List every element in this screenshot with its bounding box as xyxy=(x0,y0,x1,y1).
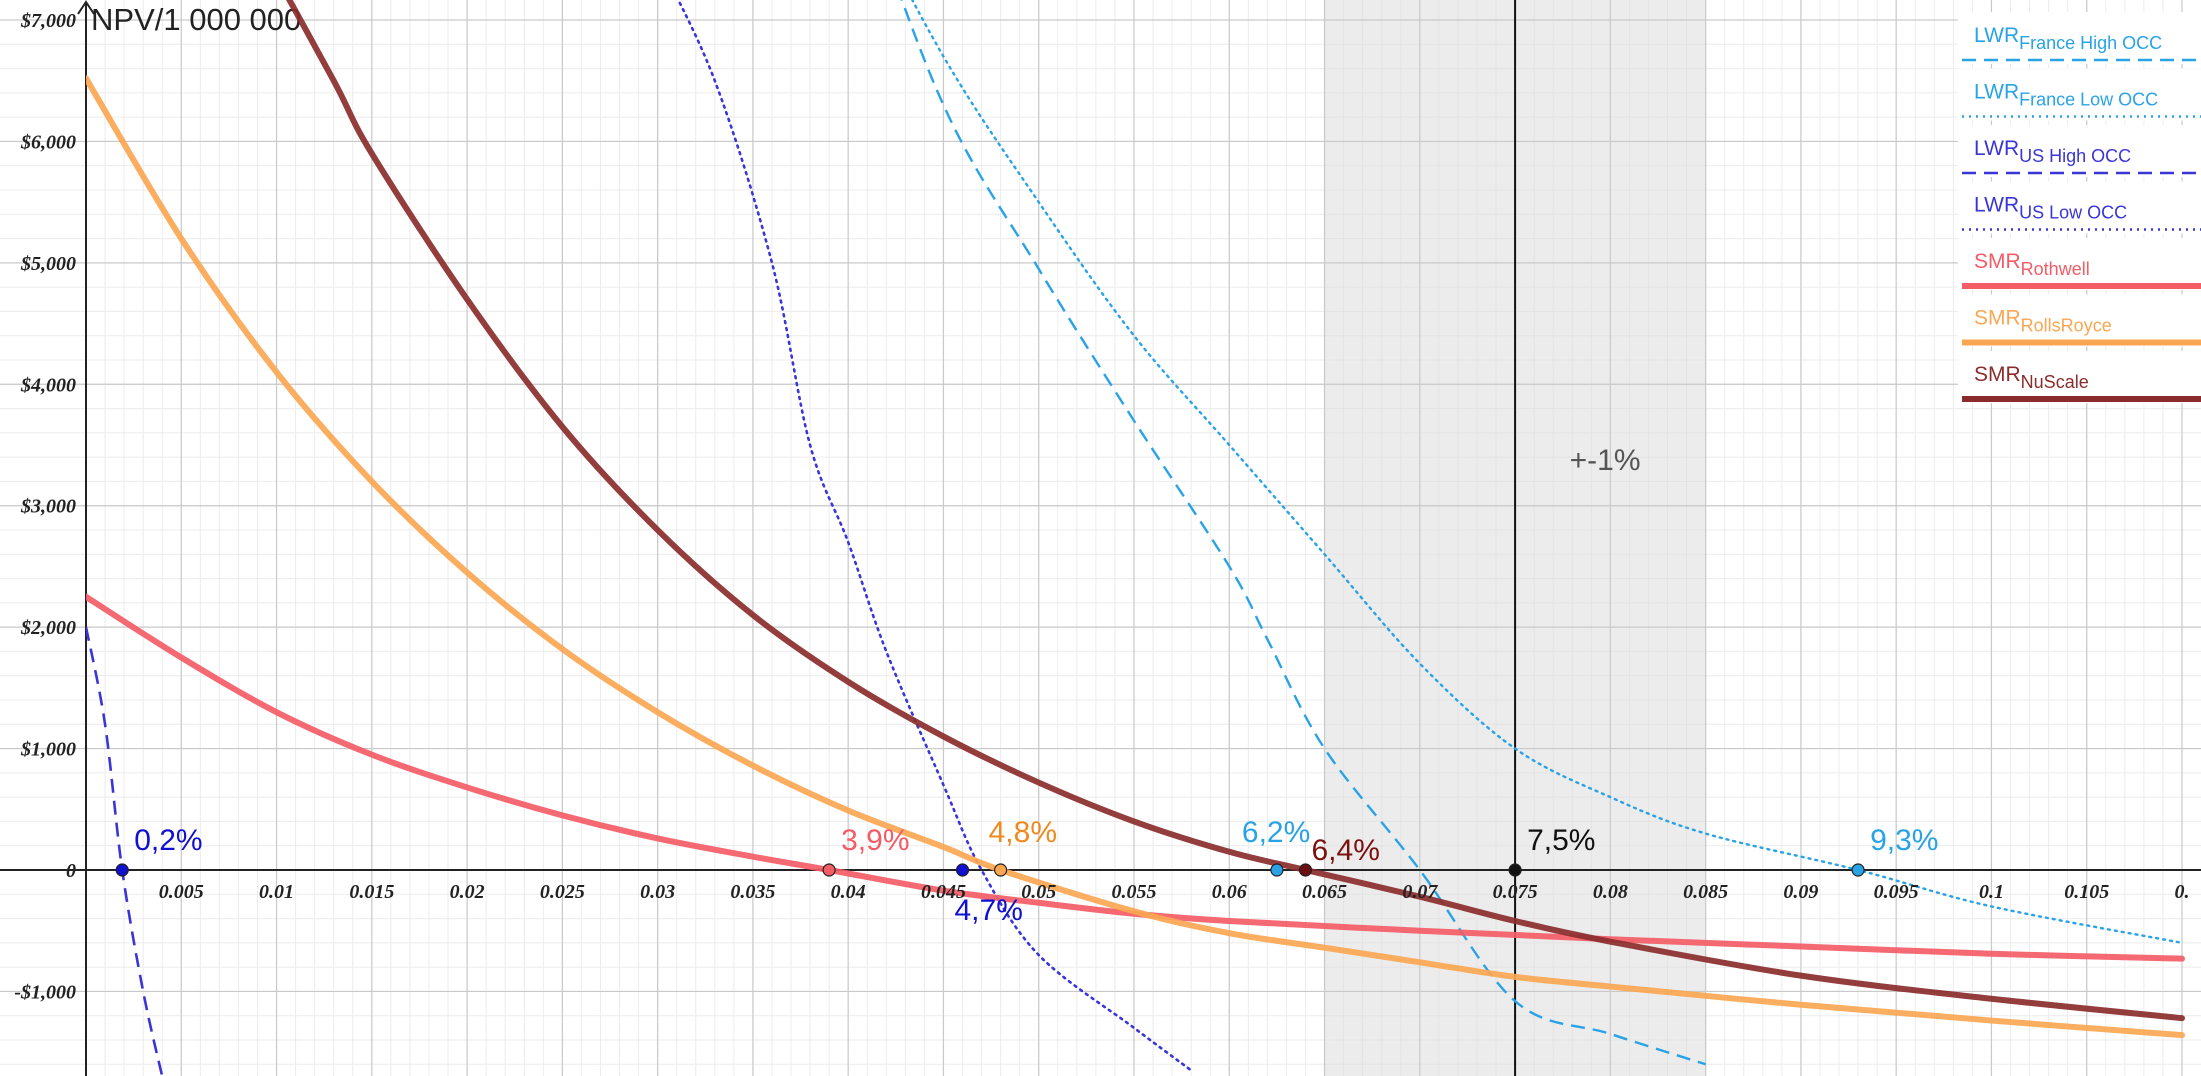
legend-label: LWRUS High OCC xyxy=(1974,137,2131,166)
zero-point xyxy=(994,863,1008,877)
series-line-smr-nuscale xyxy=(286,0,2185,1022)
zero-crossing-markers: 0,2% 3,9% 4,7% 4,8% 6,2%6,4% 7,5% 9,3% xyxy=(115,816,1938,927)
x-tick-label: 0.02 xyxy=(450,881,485,903)
y-tick-label: $3,000 xyxy=(20,496,76,518)
x-tick-label: 0.045 xyxy=(921,881,966,903)
band-label: +-1% xyxy=(1570,444,1641,477)
legend-item-bg xyxy=(1958,238,2201,290)
x-tick-label: 0.105 xyxy=(2064,881,2109,903)
x-tick-label: 0. xyxy=(2175,881,2190,903)
y-tick-label: $2,000 xyxy=(20,617,76,639)
x-tick-label: 0.005 xyxy=(159,881,204,903)
legend-item-bg xyxy=(1958,351,2201,403)
x-tick-label: 0.065 xyxy=(1302,881,1347,903)
x-tick-label: 0.1 xyxy=(1979,881,2004,903)
series-line-smr-rollsroyce xyxy=(86,75,2185,1039)
legend-label: LWRUS Low OCC xyxy=(1974,194,2127,223)
zero-point xyxy=(822,863,836,877)
legend-item-bg xyxy=(1958,12,2201,64)
legend-label: LWRFrance Low OCC xyxy=(1974,81,2158,110)
zero-label: 0,2% xyxy=(134,824,202,857)
legend-label: SMRRollsRoyce xyxy=(1974,307,2112,336)
x-tick-label: 0.06 xyxy=(1212,881,1247,903)
y-axis-title: NPV/1 000 000 xyxy=(91,2,301,37)
x-tick-label: 0.08 xyxy=(1593,881,1628,903)
zero-point xyxy=(1508,863,1522,877)
legend-item-bg xyxy=(1958,294,2201,347)
legend-item-bg xyxy=(1958,68,2201,121)
zero-label: 4,7% xyxy=(955,894,1023,927)
zero-point xyxy=(955,863,970,877)
zero-point xyxy=(1851,863,1865,877)
y-tick-label: $1,000 xyxy=(20,739,76,761)
x-tick-label: 0.09 xyxy=(1783,881,1818,903)
legend-label: SMRRothwell xyxy=(1974,250,2090,279)
x-tick-label: 0.03 xyxy=(640,881,675,903)
y-axis-arrow xyxy=(77,0,95,15)
series-line-lwr-france-low-occ xyxy=(910,0,2184,945)
legend-item-bg xyxy=(1958,125,2201,177)
zero-label: 3,9% xyxy=(841,824,909,857)
legend-label: LWRFrance High OCC xyxy=(1974,24,2162,53)
x-tick-label: 0.015 xyxy=(349,881,394,903)
x-tick-label: 0.095 xyxy=(1874,881,1919,903)
zero-label: 9,3% xyxy=(1870,824,1938,857)
x-tick-label: 0.05 xyxy=(1021,881,1056,903)
y-tick-label: $4,000 xyxy=(20,374,76,396)
zero-point xyxy=(115,863,129,877)
legend: LWRFrance High OCC LWRFrance Low OCC LWRUS… xyxy=(1958,12,2201,403)
y-tick-label: 0 xyxy=(66,860,76,882)
legend-label: SMRNuScale xyxy=(1974,363,2089,392)
zero-label: 6,4% xyxy=(1311,834,1379,867)
x-tick-label: 0.025 xyxy=(540,881,585,903)
zero-label: 7,5% xyxy=(1527,824,1595,857)
legend-item-bg xyxy=(1958,181,2201,234)
y-tick-label: $5,000 xyxy=(20,253,76,275)
x-tick-label: 0.055 xyxy=(1112,881,1157,903)
zero-label: 4,8% xyxy=(989,816,1057,849)
zero-point xyxy=(1270,863,1284,877)
x-tick-label: 0.035 xyxy=(730,881,775,903)
x-tick-label: 0.04 xyxy=(831,881,866,903)
y-tick-label: $6,000 xyxy=(20,131,76,153)
tick-labels: 0.005 0.01 0.015 0.02 0.025 0.03 0.035 0.04 0.04… xyxy=(14,10,2189,1003)
x-tick-label: 0.07 xyxy=(1402,881,1438,903)
series-line-smr-rothwell xyxy=(86,593,2185,962)
x-tick-label: 0.01 xyxy=(259,881,294,903)
zero-label: 6,2% xyxy=(1242,816,1310,849)
y-tick-label: -$1,000 xyxy=(14,981,76,1003)
x-tick-label: 0.085 xyxy=(1683,881,1728,903)
zero-point xyxy=(1298,863,1313,877)
x-tick-label: 0.075 xyxy=(1493,881,1538,903)
y-tick-label: $7,000 xyxy=(20,10,76,32)
